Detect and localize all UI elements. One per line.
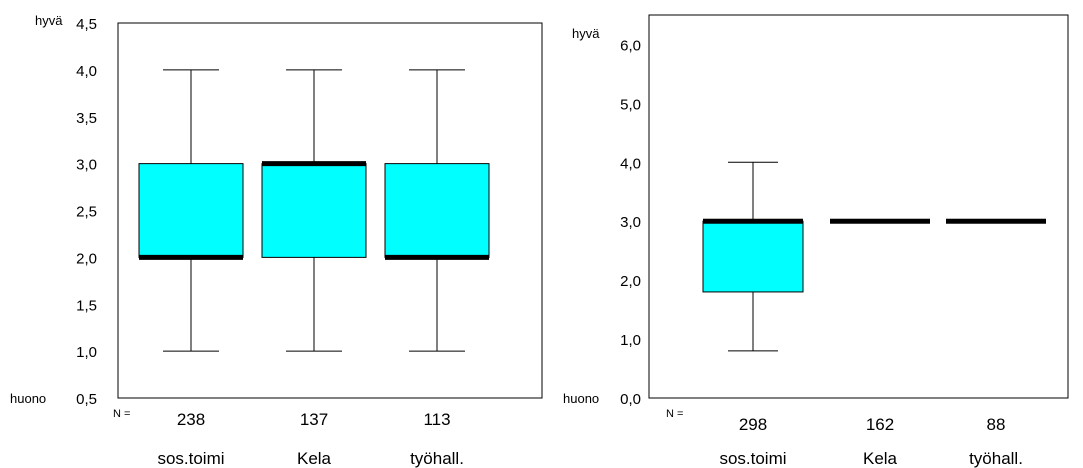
chart-panel-1: 0,5 1,0 1,5 2,0 2,5 3,0 3,5 4,0 4,5 hyvä huono N = 2… — [10, 13, 543, 468]
count-label: 88 — [987, 415, 1006, 434]
y-tick-label: 1,0 — [620, 332, 641, 349]
median-line — [139, 254, 243, 260]
box-3 — [946, 218, 1046, 224]
plot-frame — [648, 14, 1069, 399]
count-label: 238 — [177, 410, 205, 429]
count-label: 137 — [300, 410, 328, 429]
box-1 — [702, 161, 804, 352]
y-tick-label: 6,0 — [620, 37, 641, 54]
category-label: Kela — [863, 449, 898, 468]
y-tick-label: 4,5 — [76, 16, 97, 33]
chart-panel-2: 0,0 1,0 2,0 3,0 4,0 5,0 6,0 hyvä huono N = 298 sos.… — [563, 14, 1069, 468]
iqr-box — [384, 163, 490, 258]
median-line — [703, 218, 803, 224]
median-line — [262, 161, 366, 167]
iqr-box — [261, 163, 367, 258]
y-tick-label: 4,0 — [76, 63, 97, 80]
y-top-label: hyvä — [35, 13, 63, 28]
y-tick-label: 3,0 — [620, 214, 641, 231]
plot-frame — [117, 22, 543, 399]
n-label: N = — [666, 408, 683, 420]
count-label: 162 — [866, 415, 894, 434]
median-line — [830, 218, 930, 224]
y-tick-label: 4,0 — [620, 155, 641, 172]
category-label: sos.toimi — [157, 449, 224, 468]
y-tick-label: 3,0 — [76, 157, 97, 174]
median-line — [946, 218, 1046, 224]
y-tick-label: 3,5 — [76, 110, 97, 127]
iqr-box — [702, 220, 804, 293]
n-label: N = — [113, 408, 130, 420]
y-top-label: hyvä — [572, 26, 600, 41]
y-tick-label: 1,5 — [76, 297, 97, 314]
box-1 — [138, 69, 244, 352]
box-3 — [384, 69, 490, 352]
count-label: 113 — [423, 410, 450, 429]
iqr-box — [138, 163, 244, 258]
category-label: Kela — [297, 449, 332, 468]
y-tick-label: 2,0 — [620, 273, 641, 290]
y-tick-label: 0,5 — [76, 391, 97, 408]
y-tick-label: 2,0 — [76, 250, 97, 267]
count-label: 298 — [739, 415, 767, 434]
y-bottom-label: huono — [10, 391, 46, 406]
y-tick-label: 1,0 — [76, 344, 97, 361]
y-bottom-label: huono — [563, 391, 599, 406]
category-label: työhall. — [969, 449, 1023, 468]
y-tick-label: 2,5 — [76, 204, 97, 221]
category-label: työhall. — [410, 449, 464, 468]
median-line — [385, 254, 489, 260]
y-tick-label: 0,0 — [620, 391, 641, 408]
category-label: sos.toimi — [719, 449, 786, 468]
box-2 — [830, 218, 930, 224]
box-2 — [261, 69, 367, 352]
y-tick-label: 5,0 — [620, 96, 641, 113]
